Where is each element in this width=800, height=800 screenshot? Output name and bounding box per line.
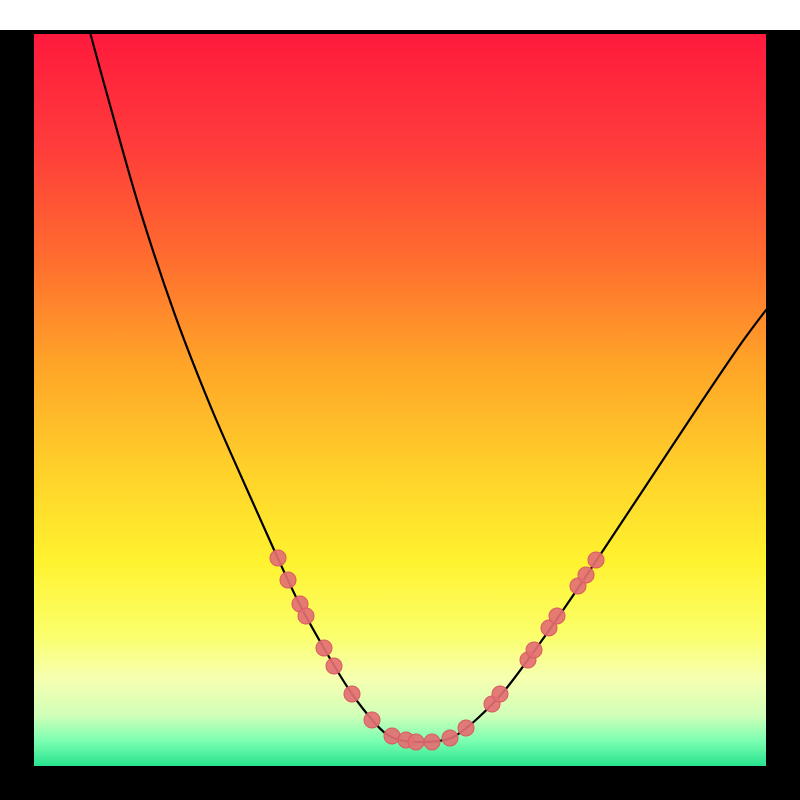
data-point [344, 686, 360, 702]
data-point [316, 640, 332, 656]
data-point [326, 658, 342, 674]
data-point [408, 734, 424, 750]
data-point [492, 686, 508, 702]
data-point [578, 567, 594, 583]
data-point [424, 734, 440, 750]
data-point [549, 608, 565, 624]
data-point [270, 550, 286, 566]
data-point [588, 552, 604, 568]
data-point [442, 730, 458, 746]
data-point [458, 720, 474, 736]
data-point [526, 642, 542, 658]
chart-background [34, 34, 766, 766]
bottleneck-chart [0, 0, 800, 800]
data-point [298, 608, 314, 624]
data-point [364, 712, 380, 728]
data-point [280, 572, 296, 588]
data-point [384, 728, 400, 744]
